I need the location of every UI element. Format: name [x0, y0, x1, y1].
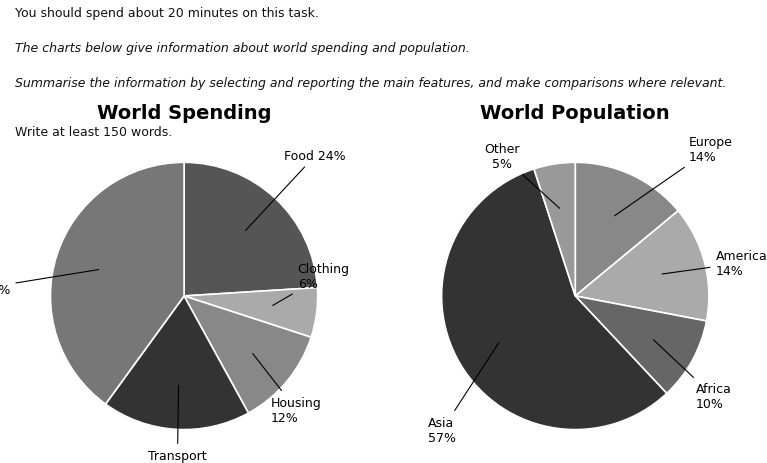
- Wedge shape: [184, 288, 318, 338]
- Text: Asia
57%: Asia 57%: [428, 343, 499, 444]
- Text: The charts below give information about world spending and population.: The charts below give information about …: [15, 42, 470, 55]
- Title: World Population: World Population: [480, 104, 670, 123]
- Title: World Spending: World Spending: [97, 104, 272, 123]
- Wedge shape: [534, 163, 575, 296]
- Wedge shape: [184, 163, 318, 296]
- Text: Write at least 150 words.: Write at least 150 words.: [15, 126, 173, 139]
- Text: Food 24%: Food 24%: [245, 150, 346, 231]
- Text: Africa
10%: Africa 10%: [653, 340, 732, 410]
- Text: Housing
12%: Housing 12%: [252, 354, 321, 424]
- Wedge shape: [575, 296, 706, 394]
- Text: Transport
18%: Transport 18%: [148, 386, 207, 463]
- Wedge shape: [106, 296, 249, 430]
- Text: Clothing
6%: Clothing 6%: [272, 263, 350, 306]
- Text: Summarise the information by selecting and reporting the main features, and make: Summarise the information by selecting a…: [15, 77, 726, 90]
- Wedge shape: [575, 211, 709, 321]
- Text: Other 40%: Other 40%: [0, 270, 99, 296]
- Wedge shape: [442, 169, 667, 430]
- Wedge shape: [575, 163, 678, 296]
- Wedge shape: [51, 163, 184, 404]
- Text: Other
5%: Other 5%: [484, 142, 560, 209]
- Text: You should spend about 20 minutes on this task.: You should spend about 20 minutes on thi…: [15, 7, 319, 20]
- Text: Europe
14%: Europe 14%: [614, 136, 732, 216]
- Text: Americas
14%: Americas 14%: [662, 249, 767, 277]
- Wedge shape: [184, 296, 311, 413]
